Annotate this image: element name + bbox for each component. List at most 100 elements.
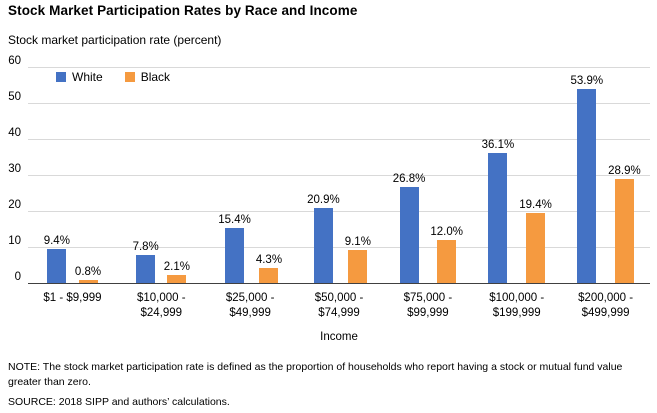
bar-white bbox=[313, 208, 333, 283]
x-tick-line: $200,000 - bbox=[578, 292, 634, 304]
bar-value-label: 7.8% bbox=[132, 241, 159, 253]
bar-wrap: 0.8% bbox=[75, 266, 101, 283]
x-tick-line: $199,999 bbox=[492, 307, 541, 319]
x-tick-label: $75,000 - $99,999 bbox=[383, 291, 472, 321]
y-tick-label: 30 bbox=[8, 163, 21, 175]
note-text: NOTE: The stock market participation rat… bbox=[8, 361, 623, 388]
gridline bbox=[28, 67, 650, 68]
bar-value-label: 2.1% bbox=[163, 261, 190, 273]
x-tick-line: $1 - $9,999 bbox=[43, 292, 102, 304]
x-axis-ticks: $1 - $9,999 $10,000 - $24,999 $25,000 - $49,… bbox=[28, 291, 650, 321]
bar-wrap: 53.9% bbox=[570, 75, 603, 283]
x-tick-label: $100,000 - $199,999 bbox=[472, 291, 561, 321]
x-tick-line: $75,000 - bbox=[403, 292, 453, 304]
bars-row: 9.4% 0.8% 7.8% 2.1% 15.4% 4.3% 20.9% 9.1% 26.8% 1… bbox=[28, 67, 650, 283]
bar-group: 53.9% 28.9% bbox=[561, 67, 650, 283]
bar-value-label: 19.4% bbox=[519, 199, 552, 211]
x-tick-line: $99,999 bbox=[407, 307, 449, 319]
legend: White Black bbox=[56, 70, 170, 84]
legend-label-black: Black bbox=[140, 70, 171, 84]
gridline bbox=[28, 103, 650, 104]
bar-wrap: 9.1% bbox=[345, 236, 371, 283]
y-axis-title: Stock market participation rate (percent… bbox=[8, 33, 222, 47]
bar-wrap: 7.8% bbox=[133, 241, 159, 283]
bar-wrap: 20.9% bbox=[307, 194, 340, 283]
bar-value-label: 4.3% bbox=[255, 254, 283, 266]
x-tick-line: $100,000 - bbox=[489, 292, 545, 304]
bar-white bbox=[225, 228, 245, 283]
x-tick-line: $74,999 bbox=[318, 307, 360, 319]
legend-item-black: Black bbox=[124, 70, 171, 84]
bar-black bbox=[437, 240, 457, 283]
y-tick-label: 20 bbox=[8, 199, 21, 211]
y-tick-label: 0 bbox=[14, 271, 21, 283]
x-tick-label: $200,000 - $499,999 bbox=[561, 291, 650, 321]
chart-title: Stock Market Participation Rates by Race… bbox=[8, 3, 358, 18]
bar-white bbox=[488, 153, 508, 283]
bar-black bbox=[614, 179, 634, 283]
bar-value-label: 9.4% bbox=[43, 235, 70, 247]
x-axis-line bbox=[28, 283, 650, 284]
bar-value-label: 0.8% bbox=[74, 266, 102, 278]
gridline bbox=[28, 175, 650, 176]
bar-black bbox=[259, 268, 279, 283]
bar-group: 20.9% 9.1% bbox=[295, 67, 384, 283]
bar-value-label: 28.9% bbox=[608, 165, 641, 177]
x-tick-label: $1 - $9,999 bbox=[28, 291, 117, 321]
x-tick-line: $24,999 bbox=[140, 307, 183, 319]
bar-value-label: 26.8% bbox=[392, 173, 426, 185]
bar-white bbox=[136, 255, 156, 283]
y-tick-label: 40 bbox=[8, 127, 21, 139]
bar-white bbox=[47, 249, 67, 283]
bar-black bbox=[348, 250, 368, 283]
legend-label-white: White bbox=[72, 70, 103, 84]
x-tick-line: $25,000 - bbox=[225, 292, 275, 304]
legend-swatch-white bbox=[56, 72, 66, 82]
bar-group: 9.4% 0.8% bbox=[28, 67, 117, 283]
bar-wrap: 26.8% bbox=[392, 173, 426, 283]
y-axis: 0 10 20 30 40 50 60 bbox=[0, 55, 21, 284]
legend-swatch-black bbox=[124, 72, 135, 82]
bar-white bbox=[577, 89, 597, 283]
bar-wrap: 19.4% bbox=[519, 199, 552, 283]
bar-value-label: 9.1% bbox=[344, 236, 371, 248]
bar-value-label: 20.9% bbox=[307, 194, 340, 206]
gridline bbox=[28, 139, 650, 140]
bar-group: 15.4% 4.3% bbox=[206, 67, 295, 283]
legend-item-white: White bbox=[56, 70, 103, 84]
bar-value-label: 12.0% bbox=[430, 226, 463, 238]
gridline bbox=[28, 247, 650, 248]
source-text: SOURCE: 2018 SIPP and authors’ calculati… bbox=[8, 396, 230, 408]
bar-black bbox=[526, 213, 546, 283]
x-tick-line: $50,000 - bbox=[314, 292, 364, 304]
x-tick-line: $49,999 bbox=[229, 307, 271, 319]
bar-value-label: 53.9% bbox=[570, 75, 604, 87]
y-tick-label: 10 bbox=[8, 235, 21, 247]
bar-wrap: 36.1% bbox=[481, 139, 515, 283]
gridline bbox=[28, 211, 650, 212]
bar-wrap: 12.0% bbox=[430, 226, 463, 283]
x-axis-title: Income bbox=[320, 331, 358, 343]
bar-group: 36.1% 19.4% bbox=[472, 67, 561, 283]
plot-area: 9.4% 0.8% 7.8% 2.1% 15.4% 4.3% 20.9% 9.1% 26.8% 1… bbox=[28, 67, 650, 284]
y-tick-label: 50 bbox=[8, 91, 21, 103]
x-tick-line: $10,000 - bbox=[136, 292, 186, 304]
bar-wrap: 28.9% bbox=[608, 165, 641, 283]
bar-black bbox=[167, 275, 187, 283]
x-tick-label: $10,000 - $24,999 bbox=[117, 291, 206, 321]
bar-wrap: 9.4% bbox=[44, 235, 70, 283]
bar-wrap: 2.1% bbox=[164, 261, 190, 283]
bar-wrap: 4.3% bbox=[256, 254, 282, 283]
bar-wrap: 15.4% bbox=[218, 214, 251, 283]
bar-white bbox=[399, 187, 419, 283]
bar-black bbox=[78, 280, 98, 283]
x-tick-line: $499,999 bbox=[581, 307, 630, 319]
y-tick-label: 60 bbox=[8, 55, 21, 67]
bar-value-label: 15.4% bbox=[218, 214, 251, 226]
x-tick-label: $50,000 - $74,999 bbox=[295, 291, 384, 321]
bar-value-label: 36.1% bbox=[481, 139, 515, 151]
bar-group: 26.8% 12.0% bbox=[383, 67, 472, 283]
x-tick-label: $25,000 - $49,999 bbox=[206, 291, 295, 321]
bar-group: 7.8% 2.1% bbox=[117, 67, 206, 283]
